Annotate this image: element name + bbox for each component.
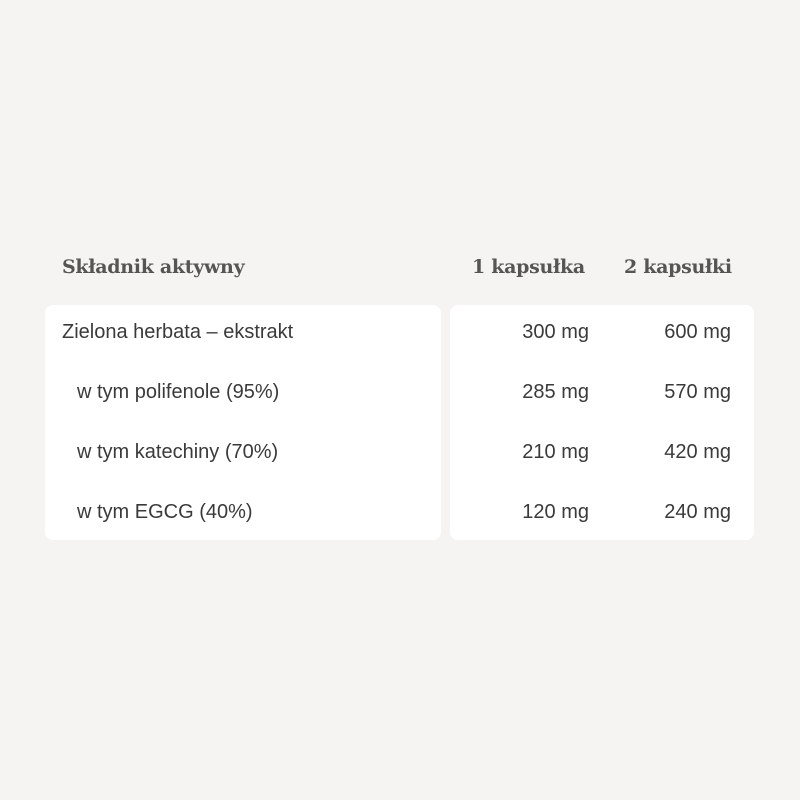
ingredients-card	[45, 305, 441, 540]
ingredient-name: w tym katechiny (70%)	[77, 441, 279, 463]
ingredient-name: w tym EGCG (40%)	[77, 501, 253, 523]
header-ingredient: Składnik aktywny	[62, 256, 245, 278]
value-2-capsules: 600 mg	[664, 321, 731, 343]
value-2-capsules: 420 mg	[664, 441, 731, 463]
value-1-capsule: 300 mg	[522, 321, 589, 343]
header-2-capsules: 2 kapsułki	[624, 256, 732, 278]
value-1-capsule: 210 mg	[522, 441, 589, 463]
value-1-capsule: 120 mg	[522, 501, 589, 523]
value-2-capsules: 240 mg	[664, 501, 731, 523]
ingredient-name: w tym polifenole (95%)	[77, 381, 280, 403]
values-card	[450, 305, 754, 540]
value-1-capsule: 285 mg	[522, 381, 589, 403]
ingredient-name: Zielona herbata – ekstrakt	[62, 321, 294, 343]
header-1-capsule: 1 kapsułka	[472, 256, 585, 278]
value-2-capsules: 570 mg	[664, 381, 731, 403]
